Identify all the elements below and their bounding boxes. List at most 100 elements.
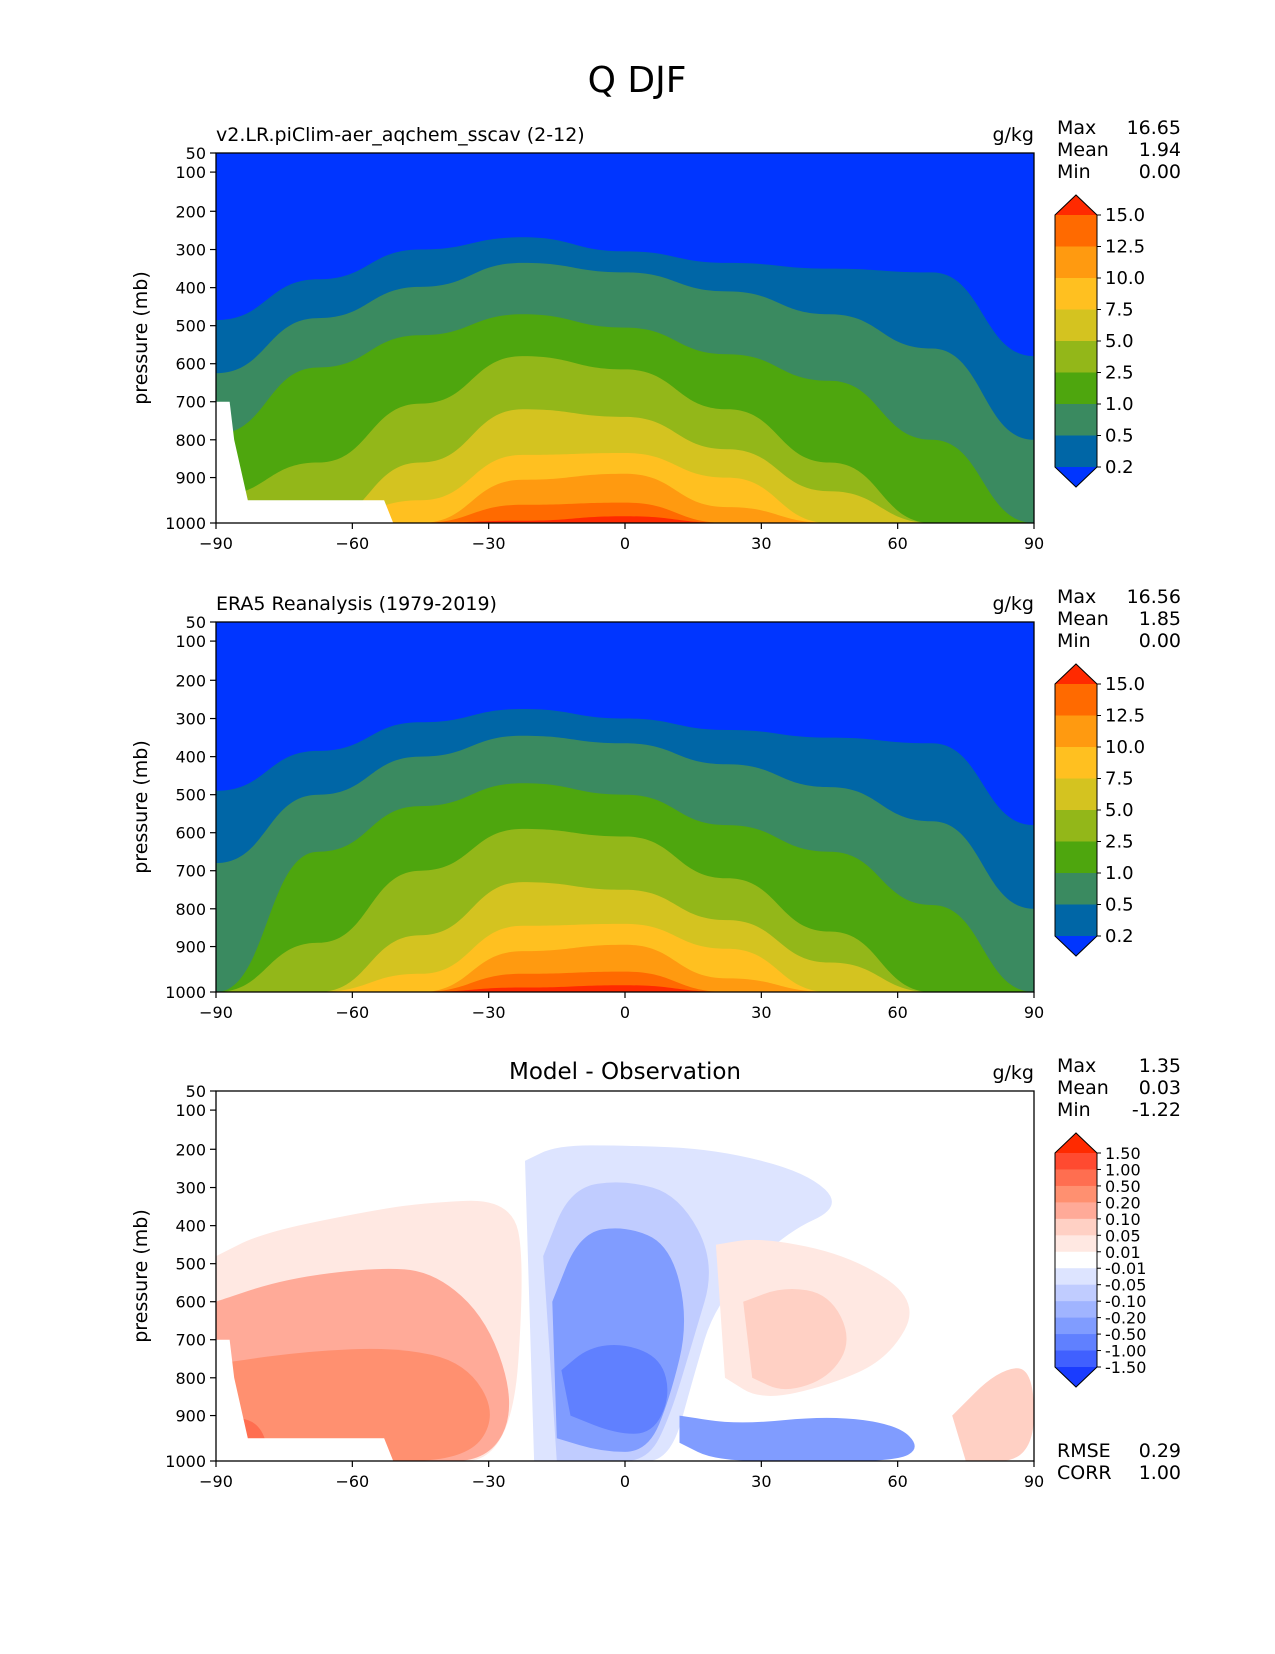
colorbar-swatch	[1055, 778, 1097, 811]
y-tick-label: 300	[175, 1179, 206, 1198]
colorbar-tick-label: -0.50	[1105, 1325, 1146, 1344]
colorbar-extend-bottom	[1055, 467, 1097, 487]
colorbar-swatch	[1055, 684, 1097, 716]
figure-title: Q DJF	[588, 60, 687, 101]
colorbar-tick-label: 1.0	[1105, 863, 1134, 884]
x-tick-label: −60	[335, 1003, 369, 1022]
stat-label: Max	[1057, 117, 1096, 139]
colorbar-tick-label: 5.0	[1105, 331, 1134, 352]
y-axis-label: pressure (mb)	[130, 740, 152, 874]
colorbar-tick-label: 0.01	[1105, 1243, 1141, 1262]
colorbar: 15.0 12.5 10.0 7.5 5.0 2.5 1.0 0.5 0.2	[1054, 194, 1145, 488]
diff-region-9	[679, 1415, 915, 1461]
colorbar-tick-label: -0.05	[1105, 1276, 1146, 1295]
colorbar-tick-label: -0.10	[1105, 1292, 1146, 1311]
colorbar-swatch	[1055, 1268, 1097, 1286]
y-tick-label: 200	[175, 202, 206, 221]
stat-value: 16.56	[1127, 586, 1181, 608]
colorbar-extend-bottom	[1055, 1367, 1097, 1387]
x-tick-label: 90	[1024, 534, 1044, 553]
y-axis-label: pressure (mb)	[130, 271, 152, 405]
colorbar-tick-label: 0.10	[1105, 1210, 1141, 1229]
colorbar-extend-top	[1055, 195, 1097, 215]
colorbar-tick-label: 12.5	[1105, 706, 1145, 727]
contour-band-8	[216, 502, 1034, 523]
y-tick-label: 900	[175, 1407, 206, 1426]
contour-band-8	[216, 971, 1034, 992]
y-axis-label: pressure (mb)	[130, 1209, 152, 1343]
x-tick-label: −30	[472, 1003, 506, 1022]
colorbar-tick-label: -0.01	[1105, 1259, 1146, 1278]
stat-label: Min	[1057, 630, 1091, 652]
x-tick-label: −60	[335, 1472, 369, 1491]
y-tick-label: 100	[175, 632, 206, 651]
y-tick-label: 700	[175, 862, 206, 881]
contour-band-9	[216, 516, 1034, 523]
y-tick-label: 100	[175, 163, 206, 182]
colorbar-swatch	[1055, 1153, 1097, 1170]
contour-band-7	[216, 473, 1034, 523]
colorbar-swatch	[1055, 372, 1097, 405]
colorbar-swatch	[1055, 747, 1097, 779]
y-tick-label: 800	[175, 1369, 206, 1388]
y-tick-label: 700	[175, 1331, 206, 1350]
x-tick-label: 0	[620, 1472, 630, 1491]
y-tick-label: 400	[175, 1217, 206, 1236]
missing-data-region	[216, 1339, 394, 1461]
stat-value: 1.94	[1139, 139, 1181, 161]
x-tick-label: 30	[751, 1003, 771, 1022]
colorbar-extend-bottom	[1055, 936, 1097, 956]
units-label: g/kg	[992, 593, 1034, 615]
stat-value: 16.65	[1127, 117, 1181, 139]
x-tick-label: 90	[1024, 1472, 1044, 1491]
bottom-stat-value: 1.00	[1139, 1462, 1181, 1484]
colorbar-swatch	[1055, 1350, 1097, 1368]
colorbar-tick-label: 10.0	[1105, 737, 1145, 758]
colorbar-swatch	[1055, 435, 1097, 468]
plot-area	[216, 1091, 1034, 1461]
y-tick-label: 500	[175, 786, 206, 805]
panel-1: v2.LR.piClim-aer_aqchem_sscav (2-12) g/kg…	[130, 117, 1181, 553]
y-tick-label: 50	[186, 144, 206, 163]
stat-value: 0.03	[1139, 1077, 1181, 1099]
y-tick-label: 700	[175, 393, 206, 412]
colorbar-swatch	[1055, 278, 1097, 310]
y-tick-label: 500	[175, 1255, 206, 1274]
colorbar-tick-label: -0.20	[1105, 1309, 1146, 1328]
colorbar-extend-top	[1055, 664, 1097, 684]
y-tick-label: 800	[175, 431, 206, 450]
stat-label: Mean	[1057, 1077, 1109, 1099]
y-tick-label: 400	[175, 279, 206, 298]
y-tick-label: 1000	[165, 514, 206, 533]
colorbar: 1.501.000.500.200.100.050.01-0.01-0.05-0…	[1054, 1132, 1146, 1388]
colorbar-tick-label: 2.5	[1105, 832, 1134, 853]
colorbar-swatch	[1055, 309, 1097, 342]
x-tick-label: −30	[472, 534, 506, 553]
colorbar-tick-label: 0.50	[1105, 1177, 1141, 1196]
stat-value: -1.22	[1132, 1099, 1181, 1121]
colorbar-tick-label: 0.5	[1105, 895, 1134, 916]
bottom-stat-value: 0.29	[1139, 1440, 1181, 1462]
x-tick-label: 60	[887, 1003, 907, 1022]
x-tick-label: −30	[472, 1472, 506, 1491]
colorbar-swatch	[1055, 1218, 1097, 1236]
stat-label: Min	[1057, 161, 1091, 183]
colorbar-tick-label: 7.5	[1105, 300, 1134, 321]
x-tick-label: −90	[199, 1003, 233, 1022]
x-tick-label: 60	[887, 1472, 907, 1491]
stat-value: 0.00	[1139, 161, 1181, 183]
colorbar-swatch	[1055, 404, 1097, 436]
y-tick-label: 900	[175, 469, 206, 488]
colorbar-swatch	[1055, 1185, 1097, 1203]
panel-subtitle: ERA5 Reanalysis (1979-2019)	[216, 593, 497, 615]
y-tick-label: 600	[175, 1293, 206, 1312]
y-tick-label: 800	[175, 900, 206, 919]
y-tick-label: 400	[175, 748, 206, 767]
units-label: g/kg	[992, 1062, 1034, 1084]
x-tick-label: 30	[751, 1472, 771, 1491]
colorbar-swatch	[1055, 1251, 1097, 1269]
missing-data-region	[216, 401, 394, 523]
colorbar-swatch	[1055, 246, 1097, 279]
y-tick-label: 500	[175, 317, 206, 336]
colorbar-swatch	[1055, 1169, 1097, 1187]
